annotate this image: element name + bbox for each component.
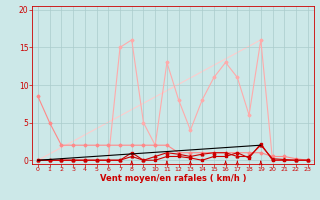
X-axis label: Vent moyen/en rafales ( km/h ): Vent moyen/en rafales ( km/h ) — [100, 174, 246, 183]
